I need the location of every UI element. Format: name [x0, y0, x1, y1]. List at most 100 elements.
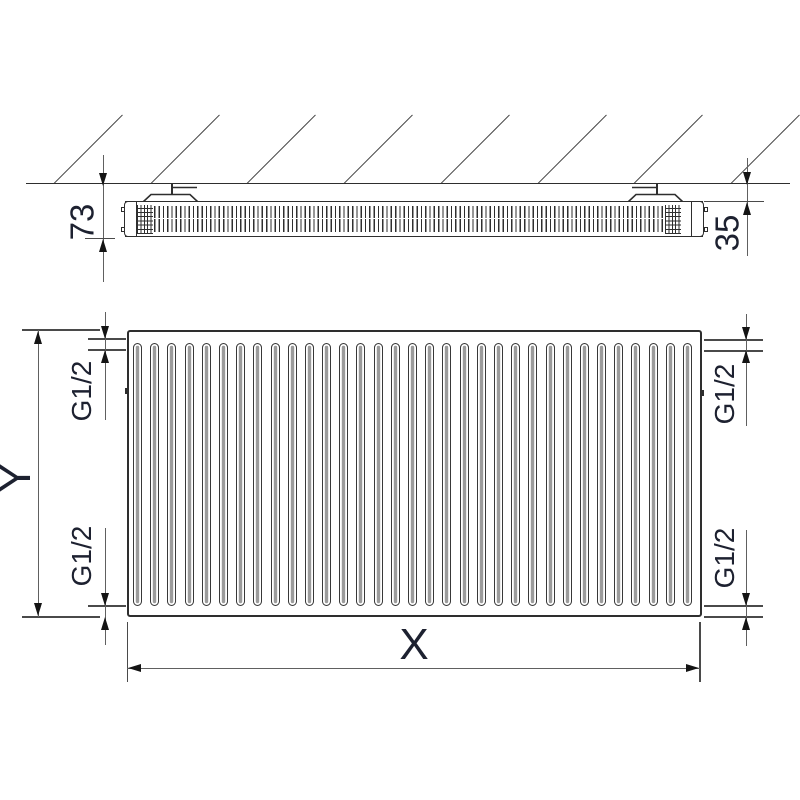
thread-label-bottom-left: G1/2 [66, 525, 97, 587]
fin-gap-middle [137, 217, 681, 220]
fin-gap-top [137, 204, 681, 207]
panel-fin [287, 343, 297, 606]
dim-arrow [741, 617, 750, 630]
dim-width-extension-left [126, 622, 128, 682]
panel-fin [614, 343, 624, 606]
hatch-line [53, 114, 124, 185]
port-line [704, 605, 763, 607]
panel-fin [597, 343, 607, 606]
section-endcap-left [124, 201, 137, 237]
wall-line [26, 182, 790, 185]
dim-arrow [686, 663, 699, 672]
panel-fin [322, 343, 332, 606]
dim-arrow [33, 603, 42, 616]
dim-arrow [100, 350, 109, 363]
panel-fin [648, 343, 658, 606]
panel-fin [373, 343, 383, 606]
dim-arrow [741, 327, 750, 340]
dim-thread-line-tl [104, 312, 106, 420]
panel-fin [236, 343, 246, 606]
panel-fin [167, 343, 177, 606]
panel-fin [133, 343, 142, 606]
thread-label-top-left: G1/2 [66, 360, 97, 422]
mounting-bracket-left [140, 184, 201, 203]
thread-label-bottom-right: G1/2 [709, 527, 740, 589]
dim-arrow [741, 350, 750, 363]
dim-arrow [100, 326, 109, 339]
endcap-nub [120, 226, 125, 232]
dimension-width-value: X [399, 620, 429, 669]
panel-fin [665, 343, 675, 606]
panel-fin [356, 343, 366, 606]
dim-arrow [742, 172, 751, 185]
port-line [704, 339, 763, 341]
panel-fin [493, 343, 503, 606]
hatch-line [633, 114, 704, 185]
endcap-nub [120, 206, 125, 212]
dim-thread-line-bl [104, 528, 106, 645]
fin-gap-bottom [137, 231, 681, 234]
fin-endgrid-right [665, 204, 681, 234]
fin-endgrid-left [137, 204, 153, 234]
panel-fin [218, 343, 228, 606]
panel-fin [528, 343, 538, 606]
panel-fin [511, 343, 521, 606]
dim-arrow [99, 239, 107, 252]
dim-arrow [741, 593, 750, 606]
panel-fin [476, 343, 486, 606]
side-tab [125, 388, 128, 394]
section-endcap-right [691, 201, 704, 237]
panel-fin [442, 343, 452, 606]
convector-fin-texture [137, 204, 681, 234]
dim-height-line [37, 330, 39, 617]
hatch-line [730, 114, 800, 185]
hatch-line [537, 114, 607, 185]
panel-fin [150, 343, 160, 606]
dim-arrow [742, 202, 751, 215]
dim-arrow [100, 617, 109, 630]
endcap-nub [703, 226, 708, 232]
dim-gap-extension [704, 201, 764, 203]
dim-depth-extension [85, 238, 115, 240]
panel-fin [304, 343, 314, 606]
dim-height-extension-bottom [22, 616, 100, 618]
panel-fin [408, 343, 417, 606]
panel-fin [201, 343, 211, 606]
dim-height-extension-top [22, 329, 100, 331]
panel-fin [339, 343, 349, 606]
dim-depth-line [103, 155, 105, 282]
panel-fin [683, 343, 692, 606]
dim-arrow [33, 331, 42, 344]
dim-width-extension-right [699, 622, 701, 682]
dim-thread-line-tr [745, 314, 747, 426]
panel-fin [579, 343, 589, 606]
dimension-height-value: Y [0, 463, 40, 492]
dim-arrow [128, 663, 141, 672]
port-line [704, 616, 763, 618]
endcap-nub [703, 206, 708, 212]
panel-fin [631, 343, 641, 606]
panel-fin [562, 343, 572, 606]
panel-fin [390, 343, 400, 606]
panel-fin [184, 343, 194, 606]
panel-fin [270, 343, 280, 606]
dimension-depth-value: 73 [63, 203, 101, 241]
hatch-line [150, 114, 220, 185]
dimension-gap-value: 35 [708, 214, 746, 252]
hatch-line [343, 114, 414, 185]
thread-label-top-right: G1/2 [709, 363, 740, 425]
panel-fin [425, 343, 435, 606]
port-line [704, 350, 763, 352]
hatch-line [440, 114, 510, 185]
panel-fin [545, 343, 555, 606]
side-tab [701, 390, 704, 396]
fin-grid [133, 343, 695, 606]
dim-width-line [127, 667, 700, 669]
mounting-bracket-right [625, 184, 686, 203]
dim-thread-line-br [745, 530, 747, 646]
panel-fin [459, 343, 469, 606]
dim-arrow [100, 593, 109, 606]
dim-arrow [99, 173, 107, 186]
hatch-line [246, 114, 317, 185]
